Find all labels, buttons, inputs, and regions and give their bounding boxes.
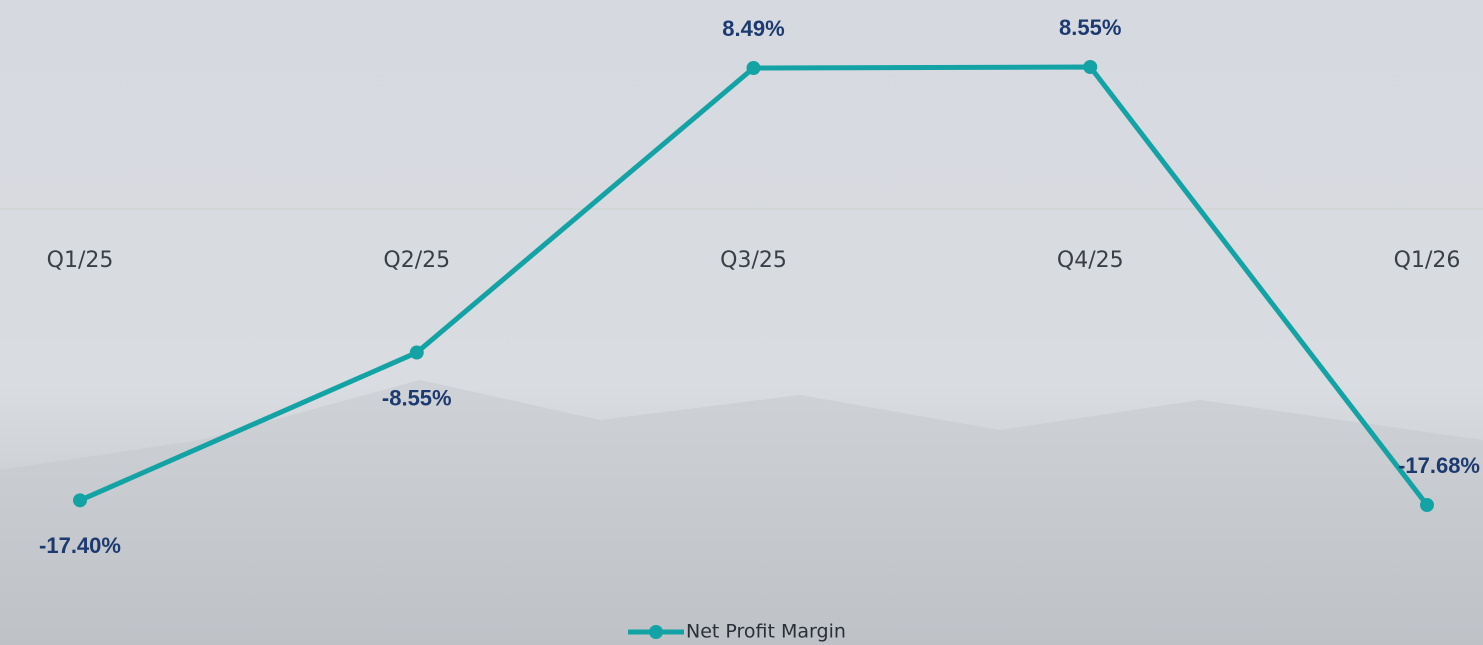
page: Q1/25 Q2/25 Q3/25 Q4/25 Q1/26 -17.40% -8.55% 8.…: [0, 0, 1483, 645]
data-label: 8.55%: [1059, 15, 1121, 40]
data-point: [73, 493, 87, 507]
data-label: -17.68%: [1398, 453, 1480, 478]
x-tick-label: Q1/26: [1394, 248, 1461, 273]
x-tick-label: Q1/25: [47, 248, 114, 273]
x-tick-label: Q4/25: [1057, 248, 1124, 273]
x-tick-label: Q2/25: [383, 248, 450, 273]
data-label: -8.55%: [382, 385, 452, 410]
chart: Q1/25 Q2/25 Q3/25 Q4/25 Q1/26 -17.40% -8.55% 8.…: [0, 0, 1483, 645]
x-tick-label: Q3/25: [720, 248, 787, 273]
legend-marker: [649, 625, 663, 639]
data-label: 8.49%: [722, 16, 784, 41]
data-point: [747, 61, 761, 75]
data-label: -17.40%: [39, 533, 121, 558]
legend-label: Net Profit Margin: [686, 621, 846, 643]
data-point: [410, 346, 424, 360]
data-point: [1083, 60, 1097, 74]
data-point: [1420, 498, 1434, 512]
